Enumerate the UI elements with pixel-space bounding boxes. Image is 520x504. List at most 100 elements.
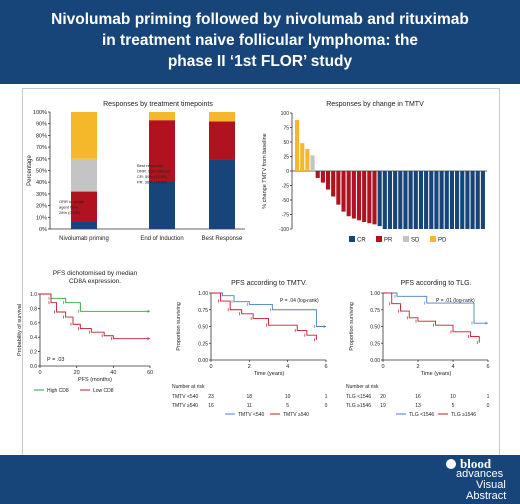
chart1-annotation-line: CR: 59% (22/39) — [137, 174, 167, 179]
chart3-xtick-label: 60 — [147, 370, 153, 376]
chart1-annotation-line: ORR to single — [59, 199, 85, 204]
chart2-bar-cr — [393, 171, 398, 229]
chart3-title-line1: PFS dichotomised by median — [53, 270, 138, 277]
chart1-ytick-label: 60% — [36, 157, 47, 163]
chart2-bar-pr — [336, 171, 341, 205]
chart4-risk-count: 5 — [286, 403, 289, 409]
chart1-ytick-label: 10% — [36, 215, 47, 221]
chart2-bar-pd — [305, 148, 310, 171]
chart5-pvalue: P = .01 (log-rank) — [436, 298, 475, 304]
chart4-series-a-line — [211, 292, 326, 327]
chart5-risk-count: 13 — [415, 403, 421, 409]
chart5-ytick-label: 0.00 — [370, 358, 380, 364]
chart2-bar-cr — [480, 171, 485, 229]
chart2-bar-cr — [413, 171, 418, 229]
chart2-bar-cr — [398, 171, 403, 229]
chart5-risk-count: 16 — [415, 394, 421, 400]
chart1-ytick-label: 0% — [39, 227, 47, 233]
chart2-ytick-label: 100 — [281, 111, 290, 117]
chart4-xtick-label: 4 — [286, 364, 289, 370]
chart2-bar-cr — [439, 171, 444, 229]
footer-banner — [0, 455, 520, 504]
chart5-xtick-label: 2 — [416, 364, 419, 370]
chart5-xtick-label: 4 — [451, 364, 454, 370]
chart3-legend-high: High CD8 — [47, 388, 69, 394]
chart2-ytick-label: 75 — [283, 126, 289, 132]
chart1-ytick-label: 50% — [36, 169, 47, 175]
chart2-bar-pr — [320, 171, 325, 183]
chart4-xtick-label: 0 — [209, 364, 212, 370]
chart1-bar-pr — [149, 120, 175, 182]
chart2-bar-cr — [377, 171, 382, 227]
chart1-ytick-label: 90% — [36, 122, 47, 128]
chart5-series-a-line — [383, 292, 488, 324]
chart2-ytick-label: -50 — [282, 198, 289, 204]
chart5-xtick-label: 0 — [381, 364, 384, 370]
chart2-bar-cr — [387, 171, 393, 229]
chart2-bar-cr — [424, 171, 429, 229]
logo-word-advances: advances — [456, 468, 504, 480]
chart4-ytick-label: 0.25 — [198, 341, 208, 347]
chart2-bar-cr — [465, 171, 470, 229]
chart4-legend-b: TMTV ≥540 — [283, 412, 309, 418]
logo-word-visual: Visual — [476, 479, 506, 491]
chart5-ylabel: Proportion surviving — [349, 302, 355, 351]
chart4-ylabel: Proportion surviving — [176, 302, 182, 351]
chart1-bar-cr — [149, 181, 175, 229]
chart4-pvalue: P = .04 (log-rank) — [280, 298, 319, 304]
chart2-title: Responses by change in TMTV — [326, 101, 424, 108]
chart2-ytick-label: -75 — [282, 213, 289, 219]
chart2-bar-cr — [408, 171, 413, 229]
chart5-xtick-label: 6 — [486, 364, 489, 370]
chart1-ytick-label: 100% — [33, 110, 47, 116]
chart2-bar-pr — [341, 171, 346, 212]
chart5-legend-a: TLG <1546 — [409, 412, 434, 418]
chart3-ytick-label: 0.2 — [30, 350, 37, 356]
chart1-annotation-line: agent Nivo: — [59, 205, 79, 210]
page-title: Nivolumab priming followed by nivolumab … — [0, 9, 520, 72]
chart3-xlabel: PFS (months) — [78, 377, 112, 383]
chart4-risk-count: 11 — [247, 403, 252, 409]
chart2-legend-label: CR — [357, 238, 366, 244]
chart4-risk-row-label: TMTV ≥540 — [172, 403, 198, 409]
chart2-bar-cr — [460, 171, 465, 229]
chart5-title: PFS according to TLG. — [400, 280, 471, 287]
chart2-bar-pr — [331, 171, 336, 197]
chart4-risk-count: 23 — [208, 394, 214, 400]
chart4-risk-count: 0 — [325, 403, 328, 409]
chart1-bar-sd — [71, 158, 97, 192]
chart5-risk-count: 5 — [452, 403, 455, 409]
chart1-x-label: Best Response — [202, 236, 243, 242]
chart4-ytick-label: 0.00 — [198, 358, 208, 364]
chart5-risk-row-label: TLG ≥1546 — [346, 403, 371, 409]
chart2-bar-sd — [310, 155, 315, 171]
chart1-x-label: End of Induction — [140, 236, 183, 242]
chart2-legend-label: SD — [411, 238, 420, 244]
chart4-risk-count: 18 — [247, 394, 253, 400]
chart2-legend-swatch-pd — [430, 236, 436, 242]
chart1-ylabel: Percentage — [27, 155, 33, 186]
chart3-xtick-label: 20 — [74, 370, 80, 376]
chart2-legend-label: PR — [384, 238, 393, 244]
header-banner: Nivolumab priming followed by nivolumab … — [0, 0, 520, 84]
chart2-bar-pd — [295, 119, 300, 171]
chart1-bar-pr — [71, 191, 97, 222]
chart2-bar-cr — [418, 171, 424, 229]
chart3-xtick-label: 0 — [38, 370, 41, 376]
chart3-ytick-label: 0.6 — [30, 321, 37, 327]
chart2-bar-pr — [315, 171, 320, 178]
chart2-ytick-label: 50 — [283, 140, 289, 146]
chart2-legend-swatch-pr — [376, 236, 382, 242]
chart4-ytick-label: 0.50 — [198, 325, 208, 331]
logo-word-blood: blood — [460, 456, 492, 471]
chart4-xtick-label: 2 — [248, 364, 251, 370]
chart4-risk-count: 1 — [325, 394, 328, 400]
chart2-bar-pr — [351, 171, 356, 219]
title-line-1: Nivolumab priming followed by nivolumab … — [51, 11, 469, 28]
chart2-bar-pr — [325, 171, 331, 190]
chart1-ytick-label: 80% — [36, 133, 47, 139]
logo-word-abstract: Abstract — [466, 490, 507, 502]
chart2-bar-pr — [372, 171, 377, 225]
chart5-risk-count: 1 — [487, 394, 490, 400]
chart2-bar-cr — [444, 171, 449, 229]
